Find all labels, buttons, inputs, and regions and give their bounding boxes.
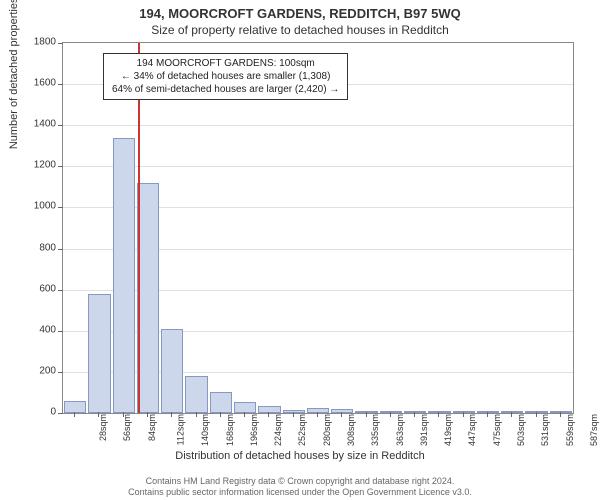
x-tick-label: 363sqm — [395, 414, 405, 446]
chart-title: 194, MOORCROFT GARDENS, REDDITCH, B97 5W… — [0, 0, 600, 21]
x-tick-label: 503sqm — [516, 414, 526, 446]
y-tick-label: 1600 — [16, 78, 56, 89]
histogram-bar — [185, 376, 207, 413]
x-tick-label: 56sqm — [122, 414, 132, 441]
x-tick-label: 84sqm — [147, 414, 157, 441]
x-tick-label: 280sqm — [322, 414, 332, 446]
y-tick-label: 800 — [16, 242, 56, 253]
x-tick-label: 447sqm — [467, 414, 477, 446]
annotation-line3: 64% of semi-detached houses are larger (… — [112, 83, 339, 96]
y-tick-label: 400 — [16, 324, 56, 335]
histogram-bar — [88, 294, 110, 413]
histogram-bar — [161, 329, 183, 413]
x-tick-label: 140sqm — [200, 414, 210, 446]
y-tick-label: 0 — [16, 407, 56, 418]
x-tick-label: 475sqm — [492, 414, 502, 446]
chart-container: 194, MOORCROFT GARDENS, REDDITCH, B97 5W… — [0, 0, 600, 500]
footer-attribution: Contains HM Land Registry data © Crown c… — [0, 476, 600, 498]
footer-line1: Contains HM Land Registry data © Crown c… — [0, 476, 600, 487]
annotation-box: 194 MOORCROFT GARDENS: 100sqm ← 34% of d… — [103, 53, 348, 100]
y-tick-label: 1800 — [16, 37, 56, 48]
y-tick-label: 1400 — [16, 119, 56, 130]
x-tick-label: 224sqm — [273, 414, 283, 446]
x-tick-label: 168sqm — [225, 414, 235, 446]
footer-line2: Contains public sector information licen… — [0, 487, 600, 498]
y-tick-label: 600 — [16, 283, 56, 294]
x-tick-label: 196sqm — [249, 414, 259, 446]
x-tick-label: 419sqm — [443, 414, 453, 446]
x-tick-label: 587sqm — [589, 414, 599, 446]
x-axis-label: Distribution of detached houses by size … — [0, 450, 600, 462]
histogram-bar — [210, 392, 232, 413]
x-tick-label: 252sqm — [297, 414, 307, 446]
annotation-line1: 194 MOORCROFT GARDENS: 100sqm — [112, 57, 339, 70]
y-tick-label: 1000 — [16, 201, 56, 212]
x-tick-label: 28sqm — [98, 414, 108, 441]
annotation-line2: ← 34% of detached houses are smaller (1,… — [112, 70, 339, 83]
y-tick-label: 200 — [16, 365, 56, 376]
y-tick-label: 1200 — [16, 160, 56, 171]
x-tick-label: 391sqm — [419, 414, 429, 446]
x-tick-label: 559sqm — [565, 414, 575, 446]
histogram-bar — [137, 183, 159, 413]
plot-area: 194 MOORCROFT GARDENS: 100sqm ← 34% of d… — [62, 42, 574, 414]
x-tick-label: 308sqm — [346, 414, 356, 446]
chart-subtitle: Size of property relative to detached ho… — [0, 21, 600, 41]
x-tick-label: 335sqm — [370, 414, 380, 446]
x-tick-label: 112sqm — [175, 414, 185, 445]
x-tick-label: 531sqm — [540, 414, 550, 446]
histogram-bar — [113, 138, 135, 413]
